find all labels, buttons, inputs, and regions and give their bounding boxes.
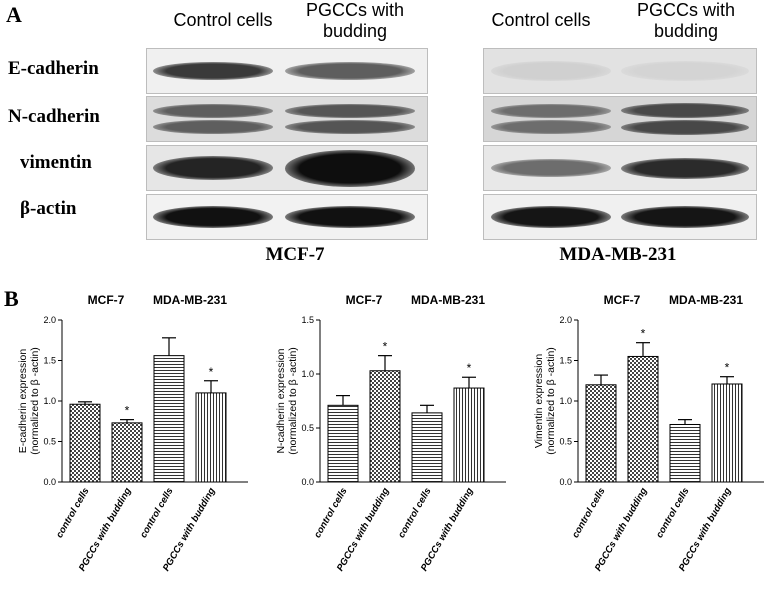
blot-column-header: PGCCs with budding: [305, 0, 404, 41]
protein-band: [153, 120, 273, 134]
blot-column-header: PGCCs with budding: [636, 0, 735, 41]
significance-marker: *: [641, 327, 646, 341]
protein-band: [285, 150, 415, 187]
protein-band: [285, 120, 415, 134]
blot-column-header: Control cells: [491, 10, 591, 30]
blot-strip: [483, 96, 757, 142]
protein-band: [153, 156, 273, 180]
y-tick-label: 0.5: [43, 437, 56, 447]
panel-label-a: A: [6, 2, 22, 27]
y-tick-label: 1.0: [301, 369, 314, 379]
protein-band: [621, 103, 749, 118]
x-tick-label: control cells: [54, 486, 92, 540]
y-tick-label: 1.5: [559, 356, 572, 366]
y-axis-label-line: (normalized to β -actin): [545, 347, 557, 455]
bar: [585, 384, 617, 483]
y-axis-label-line: (normalized to β -actin): [29, 347, 41, 455]
protein-band: [621, 61, 749, 81]
significance-marker: *: [467, 361, 472, 375]
protein-band: [491, 159, 611, 177]
blot-strip: [146, 145, 428, 191]
protein-band: [621, 158, 749, 179]
y-axis-label-line: Vimentin expression: [533, 354, 545, 449]
protein-label: vimentin: [20, 152, 92, 173]
group-label: MDA-MB-231: [153, 293, 227, 307]
blot-strip: [146, 96, 428, 142]
protein-band: [153, 206, 273, 228]
y-axis-label-line: E-cadherin expression: [17, 349, 29, 454]
y-tick-label: 0.0: [43, 477, 56, 487]
bar: [111, 422, 143, 483]
y-tick-label: 1.0: [559, 396, 572, 406]
protein-band: [491, 104, 611, 118]
y-axis-label-line: (normalized to β -actin): [287, 347, 299, 455]
y-tick-label: 0.5: [301, 423, 314, 433]
y-tick-label: 1.5: [43, 356, 56, 366]
x-tick-label: control cells: [570, 486, 608, 540]
e-cadherin-chart: MCF-7 MDA-MB-231 0.0 0.5 1.0 1.5 2.0 E-cadherin…: [6, 286, 264, 584]
protein-band: [285, 206, 415, 228]
protein-band: [285, 62, 415, 80]
blot-strip: [483, 48, 757, 94]
y-tick-label: 2.0: [43, 315, 56, 325]
blot-strip: [146, 194, 428, 240]
y-tick-label: 0.0: [559, 477, 572, 487]
bar: [711, 383, 743, 483]
group-label: MCF-7: [88, 293, 125, 307]
x-tick-label: control cells: [312, 486, 350, 540]
y-axis-label: N-cadherin expression(normalized to β -a…: [275, 347, 299, 455]
protein-band: [491, 206, 611, 228]
protein-band: [621, 206, 749, 228]
y-axis-label: E-cadherin expression(normalized to β -a…: [17, 347, 41, 455]
chart-svg: MCF-7 MDA-MB-231 0.0 0.5 1.0 1.5 2.0 Vimentin e…: [533, 293, 764, 573]
vimentin-chart: MCF-7 MDA-MB-231 0.0 0.5 1.0 1.5 2.0 Vimentin e…: [522, 286, 778, 584]
bar: [627, 355, 659, 483]
protein-band: [285, 104, 415, 118]
bar: [411, 412, 443, 483]
chart-svg: MCF-7 MDA-MB-231 0.0 0.5 1.0 1.5 N-cadherin ex…: [275, 293, 506, 573]
blot-strip: [146, 48, 428, 94]
cell-line-label: MDA-MB-231: [559, 244, 677, 265]
y-tick-label: 2.0: [559, 315, 572, 325]
protein-label: N-cadherin: [8, 106, 100, 127]
bar: [195, 392, 227, 483]
protein-band: [153, 104, 273, 118]
protein-band: [491, 61, 611, 81]
bar: [453, 387, 485, 483]
y-axis-label-line: N-cadherin expression: [275, 348, 287, 453]
group-label: MDA-MB-231: [411, 293, 485, 307]
y-axis-label: Vimentin expression(normalized to β -act…: [533, 347, 557, 455]
significance-marker: *: [125, 404, 130, 418]
protein-band: [491, 120, 611, 134]
blot-strip: [483, 145, 757, 191]
significance-marker: *: [725, 361, 730, 375]
cell-line-label: MCF-7: [265, 244, 325, 265]
bar: [153, 355, 185, 483]
bar: [327, 404, 359, 483]
protein-label: β-actin: [20, 198, 77, 219]
group-label: MCF-7: [346, 293, 383, 307]
x-tick-label: control cells: [654, 486, 692, 540]
blot-column-header: Control cells: [173, 10, 273, 30]
x-tick-label: control cells: [396, 486, 434, 540]
bar: [69, 403, 101, 483]
group-label: MDA-MB-231: [669, 293, 743, 307]
protein-band: [621, 120, 749, 135]
bar: [669, 423, 701, 483]
chart-svg: MCF-7 MDA-MB-231 0.0 0.5 1.0 1.5 2.0 E-cadherin…: [17, 293, 248, 573]
y-tick-label: 1.0: [43, 396, 56, 406]
y-tick-label: 0.5: [559, 437, 572, 447]
bar: [369, 370, 401, 483]
group-label: MCF-7: [604, 293, 641, 307]
y-tick-label: 0.0: [301, 477, 314, 487]
protein-label: E-cadherin: [8, 58, 99, 79]
panel-label-b: B: [4, 286, 19, 311]
n-cadherin-chart: MCF-7 MDA-MB-231 0.0 0.5 1.0 1.5 N-cadherin ex…: [264, 286, 522, 584]
y-tick-label: 1.5: [301, 315, 314, 325]
significance-marker: *: [383, 340, 388, 354]
protein-band: [153, 62, 273, 80]
x-tick-label: control cells: [138, 486, 176, 540]
significance-marker: *: [209, 365, 214, 379]
blot-strip: [483, 194, 757, 240]
